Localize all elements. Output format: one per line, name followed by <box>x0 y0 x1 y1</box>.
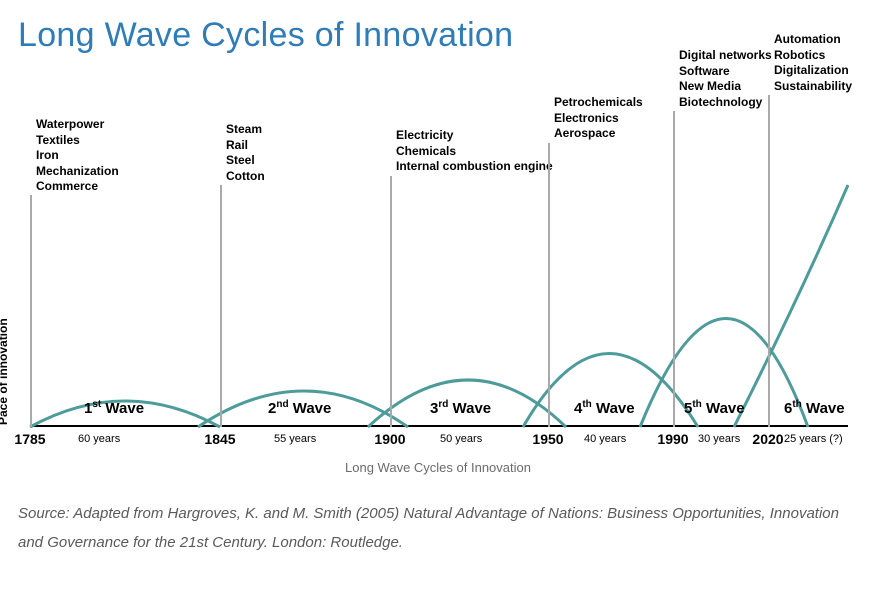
duration-label-5: 30 years <box>698 433 740 445</box>
marker-line-1785 <box>30 195 32 427</box>
tech-label: Software <box>679 64 772 80</box>
duration-label-3: 50 years <box>440 433 482 445</box>
tech-label: Mechanization <box>36 164 119 180</box>
tech-label: Chemicals <box>396 144 553 160</box>
tech-label: Waterpower <box>36 117 119 133</box>
duration-label-2: 55 years <box>274 433 316 445</box>
tech-label: Digital networks <box>679 48 772 64</box>
tech-label: Robotics <box>774 48 852 64</box>
chart: Pace of innovation WaterpowerTextilesIro… <box>18 75 848 445</box>
tech-label: Automation <box>774 32 852 48</box>
year-label-1845: 1845 <box>204 431 235 447</box>
wave-label-3: 3rd Wave <box>430 399 491 417</box>
wave-curve-6 <box>734 185 848 427</box>
year-label-1990: 1990 <box>657 431 688 447</box>
marker-line-1990 <box>673 111 675 427</box>
page-title: Long Wave Cycles of Innovation <box>0 0 876 55</box>
tech-label: Steel <box>226 153 265 169</box>
tech-label: Internal combustion engine <box>396 159 553 175</box>
year-label-1950: 1950 <box>532 431 563 447</box>
wave-label-2: 2nd Wave <box>268 399 331 417</box>
marker-line-2020 <box>768 95 770 427</box>
tech-label: Textiles <box>36 133 119 149</box>
tech-label: Cotton <box>226 169 265 185</box>
year-label-2020: 2020 <box>752 431 783 447</box>
tech-label: Commerce <box>36 179 119 195</box>
year-label-1900: 1900 <box>374 431 405 447</box>
wave-label-5: 5th Wave <box>684 399 745 417</box>
tech-label: New Media <box>679 79 772 95</box>
marker-tech-1845: SteamRailSteelCotton <box>226 122 265 184</box>
wave-label-6: 6th Wave <box>784 399 845 417</box>
marker-line-1845 <box>220 185 222 427</box>
marker-line-1950 <box>548 143 550 427</box>
tech-label: Iron <box>36 148 119 164</box>
tech-label: Electricity <box>396 128 553 144</box>
tech-label: Steam <box>226 122 265 138</box>
marker-tech-1785: WaterpowerTextilesIronMechanizationComme… <box>36 117 119 195</box>
wave-label-4: 4th Wave <box>574 399 635 417</box>
source-citation: Source: Adapted from Hargroves, K. and M… <box>18 500 858 557</box>
tech-label: Aerospace <box>554 126 643 142</box>
duration-label-1: 60 years <box>78 433 120 445</box>
duration-label-4: 40 years <box>584 433 626 445</box>
marker-tech-2020: AutomationRoboticsDigitalizationSustaina… <box>774 32 852 94</box>
marker-line-1900 <box>390 176 392 427</box>
tech-label: Petrochemicals <box>554 95 643 111</box>
year-label-1785: 1785 <box>14 431 45 447</box>
marker-tech-1990: Digital networksSoftwareNew MediaBiotech… <box>679 48 772 110</box>
wave-label-1: 1st Wave <box>84 399 144 417</box>
tech-label: Biotechnology <box>679 95 772 111</box>
y-axis-label: Pace of innovation <box>0 318 10 425</box>
tech-label: Digitalization <box>774 63 852 79</box>
chart-caption: Long Wave Cycles of Innovation <box>0 460 876 475</box>
marker-tech-1950: PetrochemicalsElectronicsAerospace <box>554 95 643 142</box>
tech-label: Sustainability <box>774 79 852 95</box>
tech-label: Rail <box>226 138 265 154</box>
marker-tech-1900: ElectricityChemicalsInternal combustion … <box>396 128 553 175</box>
tech-label: Electronics <box>554 111 643 127</box>
duration-label-6: 25 years (?) <box>784 433 843 445</box>
